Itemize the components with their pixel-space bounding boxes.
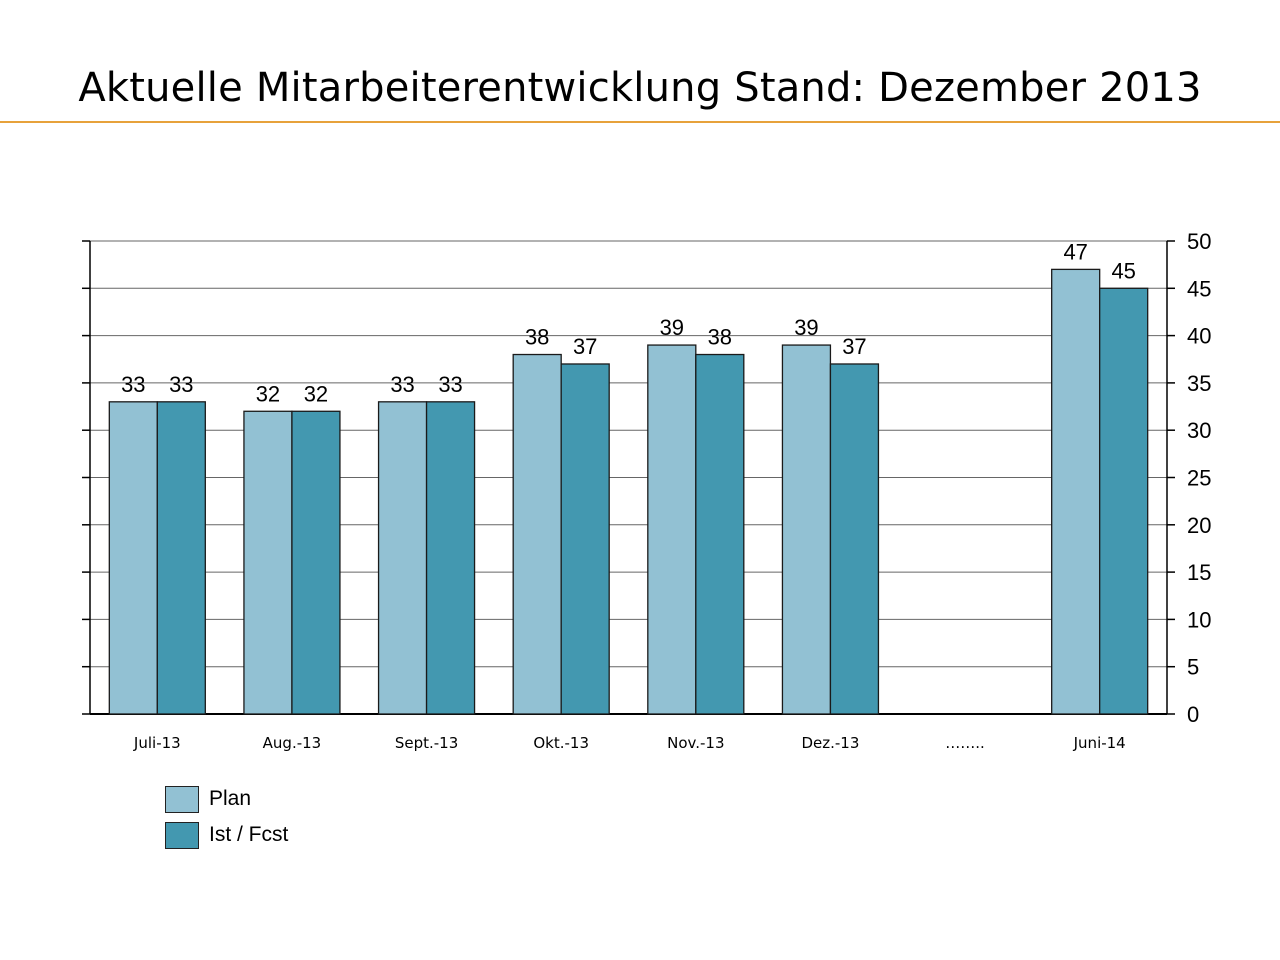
x-tick-label: Aug.-13 — [263, 734, 322, 752]
bar-plan — [108, 401, 158, 715]
x-tick-label: Nov.-13 — [667, 734, 724, 752]
data-label: 37 — [573, 334, 597, 359]
data-label: 38 — [708, 325, 732, 350]
title-underline-rule — [0, 121, 1280, 123]
chart-legend: Plan Ist / Fcst — [165, 781, 288, 853]
y-tick-label: 40 — [1187, 324, 1211, 349]
slide-title: Aktuelle Mitarbeiterentwicklung Stand: D… — [78, 65, 1202, 111]
x-tick-label: Okt.-13 — [533, 734, 589, 752]
y-tick-label: 0 — [1187, 702, 1199, 727]
y-tick-label: 5 — [1187, 655, 1199, 680]
bar-ist-fcst — [291, 410, 341, 715]
legend-label-ist-fcst: Ist / Fcst — [209, 823, 289, 846]
data-label: 32 — [256, 381, 280, 406]
bar-plan — [377, 401, 428, 715]
legend-item-plan: Plan — [165, 781, 288, 817]
bar-plan — [647, 344, 697, 715]
data-label: 39 — [794, 315, 818, 340]
data-label: 39 — [660, 315, 684, 340]
data-label: 38 — [525, 325, 549, 350]
y-tick-label: 20 — [1187, 513, 1211, 538]
data-label: 33 — [169, 372, 193, 397]
y-tick-label: 45 — [1187, 276, 1211, 301]
legend-swatch-plan — [165, 785, 199, 813]
y-tick-label: 25 — [1187, 466, 1211, 491]
bar-ist-fcst — [156, 401, 206, 715]
data-label: 33 — [121, 372, 145, 397]
data-label: 33 — [390, 372, 414, 397]
legend-item-ist-fcst: Ist / Fcst — [165, 817, 288, 853]
data-label: 45 — [1111, 258, 1135, 283]
y-tick-label: 30 — [1187, 418, 1211, 443]
data-label: 37 — [842, 334, 866, 359]
bar-plan — [512, 353, 562, 715]
data-label: 32 — [304, 381, 328, 406]
y-tick-label: 35 — [1187, 371, 1211, 396]
x-tick-label: Dez.-13 — [801, 734, 859, 752]
bar-ist-fcst — [695, 353, 745, 715]
legend-label-plan: Plan — [209, 787, 252, 810]
x-tick-label: …….. — [945, 734, 985, 752]
bar-ist-fcst — [829, 363, 880, 715]
y-tick-label: 15 — [1187, 560, 1211, 585]
bar-ist-fcst — [425, 401, 476, 715]
legend-swatch-ist-fcst — [165, 821, 199, 849]
bar-plan — [781, 344, 832, 715]
bar-ist-fcst — [1099, 287, 1149, 715]
x-tick-label: Sept.-13 — [395, 734, 458, 752]
x-tick-label: Juli-13 — [133, 734, 181, 752]
x-tick-label: Juni-14 — [1073, 734, 1126, 752]
data-label: 47 — [1063, 239, 1087, 264]
bar-plan — [243, 410, 293, 715]
y-tick-label: 50 — [1187, 229, 1211, 254]
bar-ist-fcst — [560, 363, 610, 715]
bar-plan — [1051, 268, 1101, 715]
y-tick-label: 10 — [1187, 607, 1211, 632]
data-label: 33 — [438, 372, 462, 397]
